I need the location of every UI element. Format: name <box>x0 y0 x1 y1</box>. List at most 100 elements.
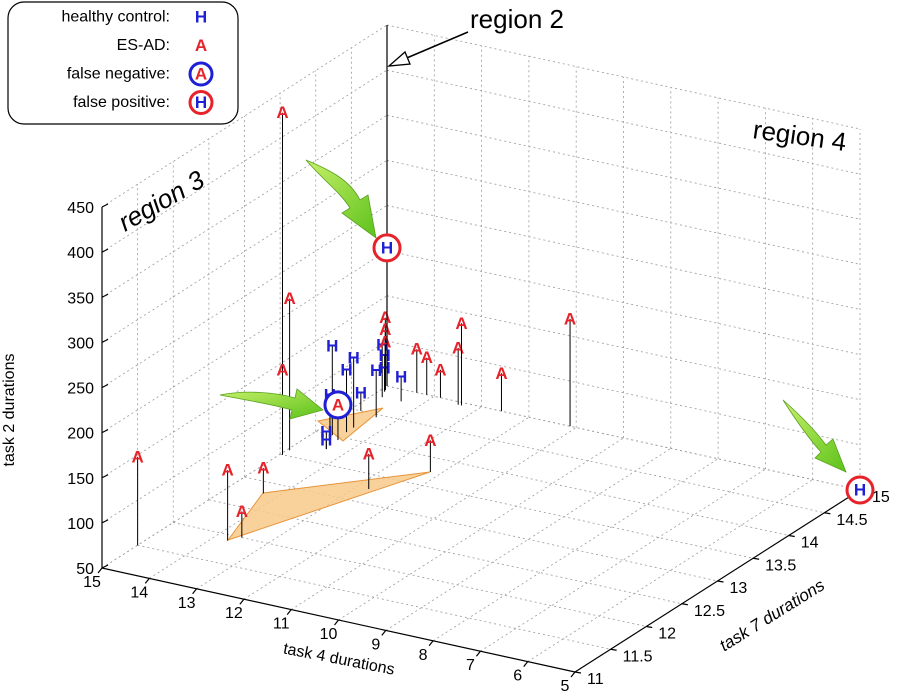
x-tick-label: 5 <box>561 678 570 695</box>
legend-marker: H <box>195 8 207 27</box>
data-point: A <box>276 103 288 122</box>
tick-mark <box>239 598 245 605</box>
data-point: H <box>320 431 332 450</box>
legend-marker: A <box>195 36 207 55</box>
grid-line <box>386 69 861 175</box>
hull-area <box>226 471 431 541</box>
grid-line <box>101 114 388 298</box>
tick-mark <box>428 640 434 647</box>
grid-line <box>386 340 861 446</box>
data-point: A <box>131 447 143 466</box>
data-point: A <box>332 395 344 414</box>
z-tick-label: 450 <box>67 200 94 217</box>
tick-mark <box>681 603 688 606</box>
tick-mark <box>646 625 653 629</box>
y-tick-label: 13 <box>730 580 748 597</box>
pointer-arrow <box>305 159 377 239</box>
z-axis-label: task 2 durations <box>1 354 18 467</box>
pointer-arrow <box>219 388 324 420</box>
grid-line <box>149 396 435 579</box>
z-tick-label: 350 <box>67 290 94 307</box>
grid-line <box>173 522 647 627</box>
tick-mark <box>824 512 831 515</box>
tick-mark <box>523 661 529 667</box>
data-point: A <box>283 289 295 308</box>
data-point: A <box>379 308 391 327</box>
z-tick-label: 400 <box>67 245 94 262</box>
z-tick-label: 150 <box>67 471 94 488</box>
grid-line <box>480 468 766 652</box>
marker-ring <box>372 233 402 263</box>
y-tick-label: 14 <box>801 535 819 552</box>
y-tick-label: 12.5 <box>694 603 725 620</box>
tick-mark <box>101 519 109 524</box>
marks: HHHHHHHHHHHHAAAAAAAAAAAAAAAAAAAAHH <box>131 103 875 546</box>
grid-line <box>315 431 789 536</box>
legend-box <box>7 1 239 125</box>
z-tick-label: 100 <box>67 516 94 533</box>
grid-line <box>243 416 530 600</box>
legend-marker: A <box>195 65 207 84</box>
grid-line <box>196 406 482 590</box>
z-tick-label: 250 <box>67 381 94 398</box>
data-point: H <box>355 383 367 402</box>
z-tick-label: 50 <box>76 561 94 578</box>
grid-line <box>137 544 611 650</box>
tick-mark <box>101 203 109 208</box>
data-point: A <box>424 431 436 450</box>
z-tick-label: 300 <box>67 335 94 352</box>
data-point: H <box>381 238 393 257</box>
x-tick-label: 14 <box>130 584 148 601</box>
y-tick-label: 11 <box>587 671 604 688</box>
grid-line <box>432 458 719 642</box>
tick-mark <box>101 383 109 389</box>
data-point: A <box>421 348 433 367</box>
x-tick-label: 9 <box>371 636 380 653</box>
grid-line <box>527 479 813 662</box>
tick-mark <box>788 534 795 538</box>
data-point: H <box>378 359 390 378</box>
y-tick-label: 13.5 <box>765 557 796 574</box>
frame: 15 14 13 12 11 10 9 8 7 6 5 11 11.5 12 12.5 13 13.5 14 14.… <box>67 25 890 695</box>
hull-area <box>316 407 384 442</box>
grid-line <box>101 250 388 433</box>
pointer-line <box>401 31 469 61</box>
data-point: H <box>395 367 407 386</box>
legend-label: healthy control: <box>61 9 170 26</box>
grid-line <box>386 295 861 401</box>
y-tick-label: 12 <box>658 626 676 643</box>
tick-mark <box>574 671 582 674</box>
tick-mark <box>192 588 198 595</box>
grid <box>101 24 861 673</box>
tick-mark <box>753 557 760 560</box>
legend-label: false negative: <box>67 66 170 83</box>
data-point: H <box>854 481 866 500</box>
data-point: H <box>326 336 338 355</box>
grid-line <box>386 24 861 130</box>
data-point: A <box>221 461 233 480</box>
data-point: A <box>452 338 464 357</box>
marker-ring <box>323 390 353 420</box>
grid-line <box>386 385 861 491</box>
legend-label: ES-AD: <box>117 37 170 54</box>
tick-mark <box>381 630 387 636</box>
y-tick-label: 11.5 <box>623 648 653 665</box>
data-point: A <box>379 333 391 352</box>
x-tick-label: 8 <box>419 647 428 664</box>
data-point: H <box>378 346 390 365</box>
x-tick-label: 6 <box>513 668 522 685</box>
tick-mark <box>610 648 617 651</box>
grid-line <box>386 205 861 310</box>
x-tick-label: 7 <box>466 657 475 674</box>
x-tick-label: 11 <box>273 616 290 633</box>
grid-line <box>386 114 861 220</box>
grid-line <box>386 159 861 265</box>
tick-mark <box>101 338 109 343</box>
tick-mark <box>286 609 292 615</box>
pointer-head <box>387 50 411 67</box>
annotation: region 2 <box>470 4 564 34</box>
data-point: A <box>434 360 446 379</box>
grid-line <box>101 24 388 208</box>
